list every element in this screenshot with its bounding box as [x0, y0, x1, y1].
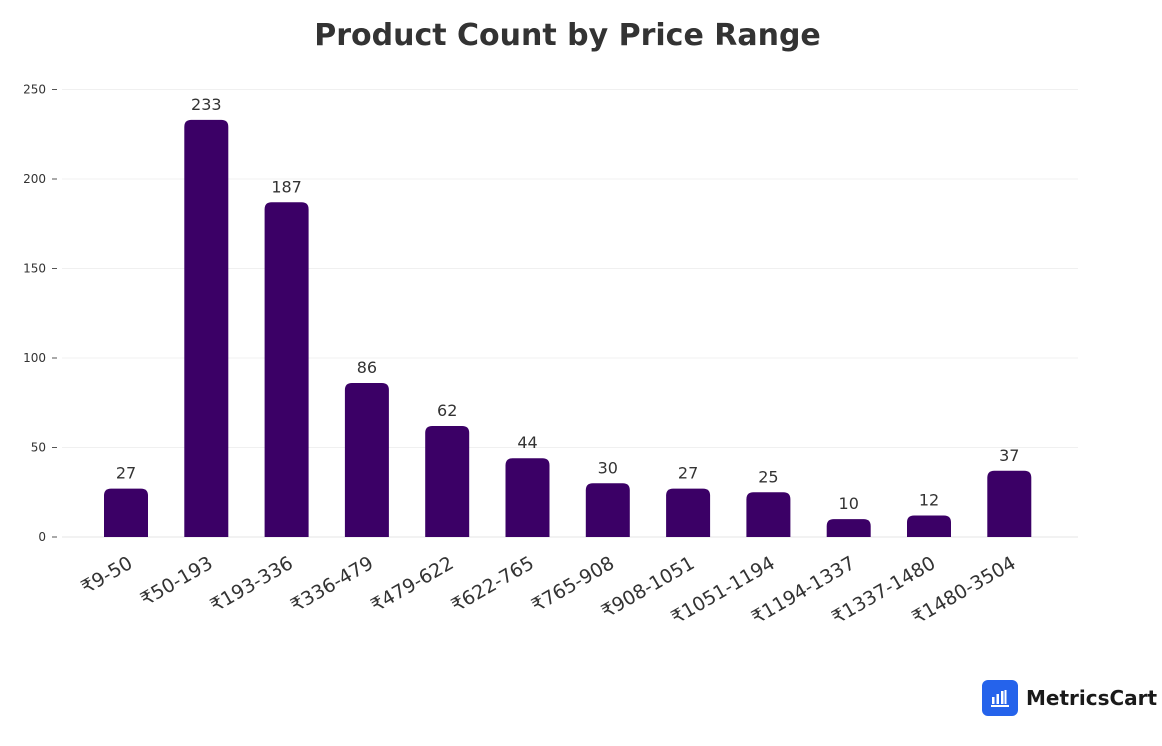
- y-tick-label: 0: [38, 530, 46, 544]
- y-tick-label: 150: [23, 262, 46, 276]
- data-label: 44: [517, 433, 537, 452]
- data-label: 86: [357, 358, 377, 377]
- bar: [907, 515, 951, 537]
- bar: [505, 458, 550, 537]
- bar: [746, 492, 791, 537]
- data-labels: 27 233 187 86 62 44 30 27 25 10 12 37: [116, 95, 1020, 513]
- bar: [264, 202, 309, 537]
- bar-chart-icon: [982, 680, 1018, 716]
- data-label: 37: [999, 446, 1019, 465]
- bar: [344, 383, 389, 537]
- bar: [104, 488, 148, 537]
- data-label: 12: [919, 491, 939, 510]
- x-axis: ₹9-50 ₹50-193₹193-336₹336-479₹479-622₹622…: [77, 552, 1019, 629]
- bar: [585, 483, 630, 537]
- x-tick-label: ₹193-336: [207, 552, 297, 617]
- grid-lines: [62, 89, 1078, 538]
- x-tick-label: ₹479-622: [367, 552, 457, 617]
- x-tick-label: ₹9-50: [77, 552, 136, 599]
- y-tick-label: 50: [31, 441, 46, 455]
- chart-title: Product Count by Price Range: [314, 18, 821, 53]
- y-tick-label: 200: [23, 172, 46, 186]
- data-label: 187: [271, 177, 302, 196]
- data-label: 233: [191, 95, 222, 114]
- y-axis: 0 50 100 150 200 250: [23, 83, 57, 544]
- bars: [104, 119, 1032, 538]
- x-tick-label: ₹622-765: [448, 552, 538, 617]
- data-label: 62: [437, 401, 457, 420]
- y-tick-label: 250: [23, 83, 46, 97]
- data-label: 25: [758, 467, 778, 486]
- x-tick-label: ₹336-479: [287, 552, 377, 617]
- bar: [425, 426, 470, 537]
- data-label: 30: [598, 458, 618, 477]
- brand-logo: MetricsCart: [982, 680, 1157, 716]
- bar: [987, 470, 1032, 537]
- data-label: 10: [839, 494, 859, 513]
- bar: [666, 488, 711, 537]
- brand-name: MetricsCart: [1026, 686, 1158, 710]
- y-tick-label: 100: [23, 351, 46, 365]
- data-label: 27: [678, 464, 698, 483]
- bar: [826, 519, 871, 537]
- bar: [184, 119, 229, 538]
- data-label: 27: [116, 464, 136, 483]
- x-tick-label: ₹50-193: [137, 552, 217, 611]
